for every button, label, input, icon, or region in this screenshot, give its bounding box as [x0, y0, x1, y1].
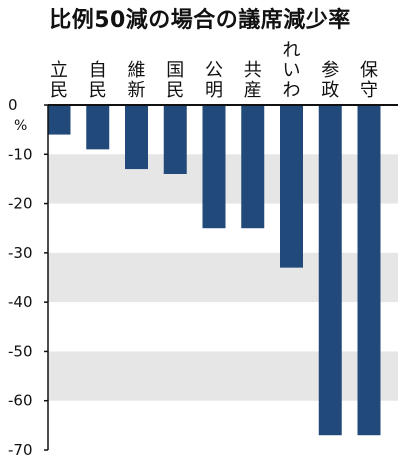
bar	[202, 105, 226, 229]
category-label: 維新	[128, 60, 146, 101]
y-tick-label: -10	[8, 145, 33, 163]
bar	[280, 105, 303, 268]
y-tick-label: -20	[8, 195, 33, 213]
y-tick-label: -40	[8, 293, 33, 311]
category-label: 公明	[205, 60, 223, 101]
y-axis	[44, 104, 398, 451]
y-tick-label: -50	[8, 342, 33, 360]
bar	[241, 105, 265, 229]
y-tick-label: -30	[8, 244, 33, 262]
bar	[125, 105, 148, 170]
y-tick-labels: 0 -10 -20 -30 -40 -50 -60 -70	[8, 96, 33, 459]
grid-band	[48, 351, 398, 401]
bar	[47, 105, 71, 135]
category-label: 保守	[360, 60, 378, 101]
y-tick-label: -60	[8, 392, 33, 410]
grid-band	[48, 252, 398, 303]
y-tick-label: -70	[8, 441, 33, 459]
bar	[86, 105, 110, 150]
bar	[357, 105, 381, 436]
bars	[47, 105, 381, 436]
bar	[163, 105, 187, 174]
category-label: 国民	[166, 60, 184, 101]
category-label: 共産	[244, 60, 262, 101]
category-label: れいわ	[283, 40, 301, 101]
bar	[318, 105, 342, 436]
unit-label: %	[14, 118, 27, 134]
category-label: 立民	[50, 60, 68, 101]
y-tick-label: 0	[8, 96, 18, 114]
category-label: 参政	[321, 60, 339, 101]
category-label: 自民	[89, 60, 107, 101]
chart-title: 比例50減の場合の議席減少率	[49, 8, 351, 33]
